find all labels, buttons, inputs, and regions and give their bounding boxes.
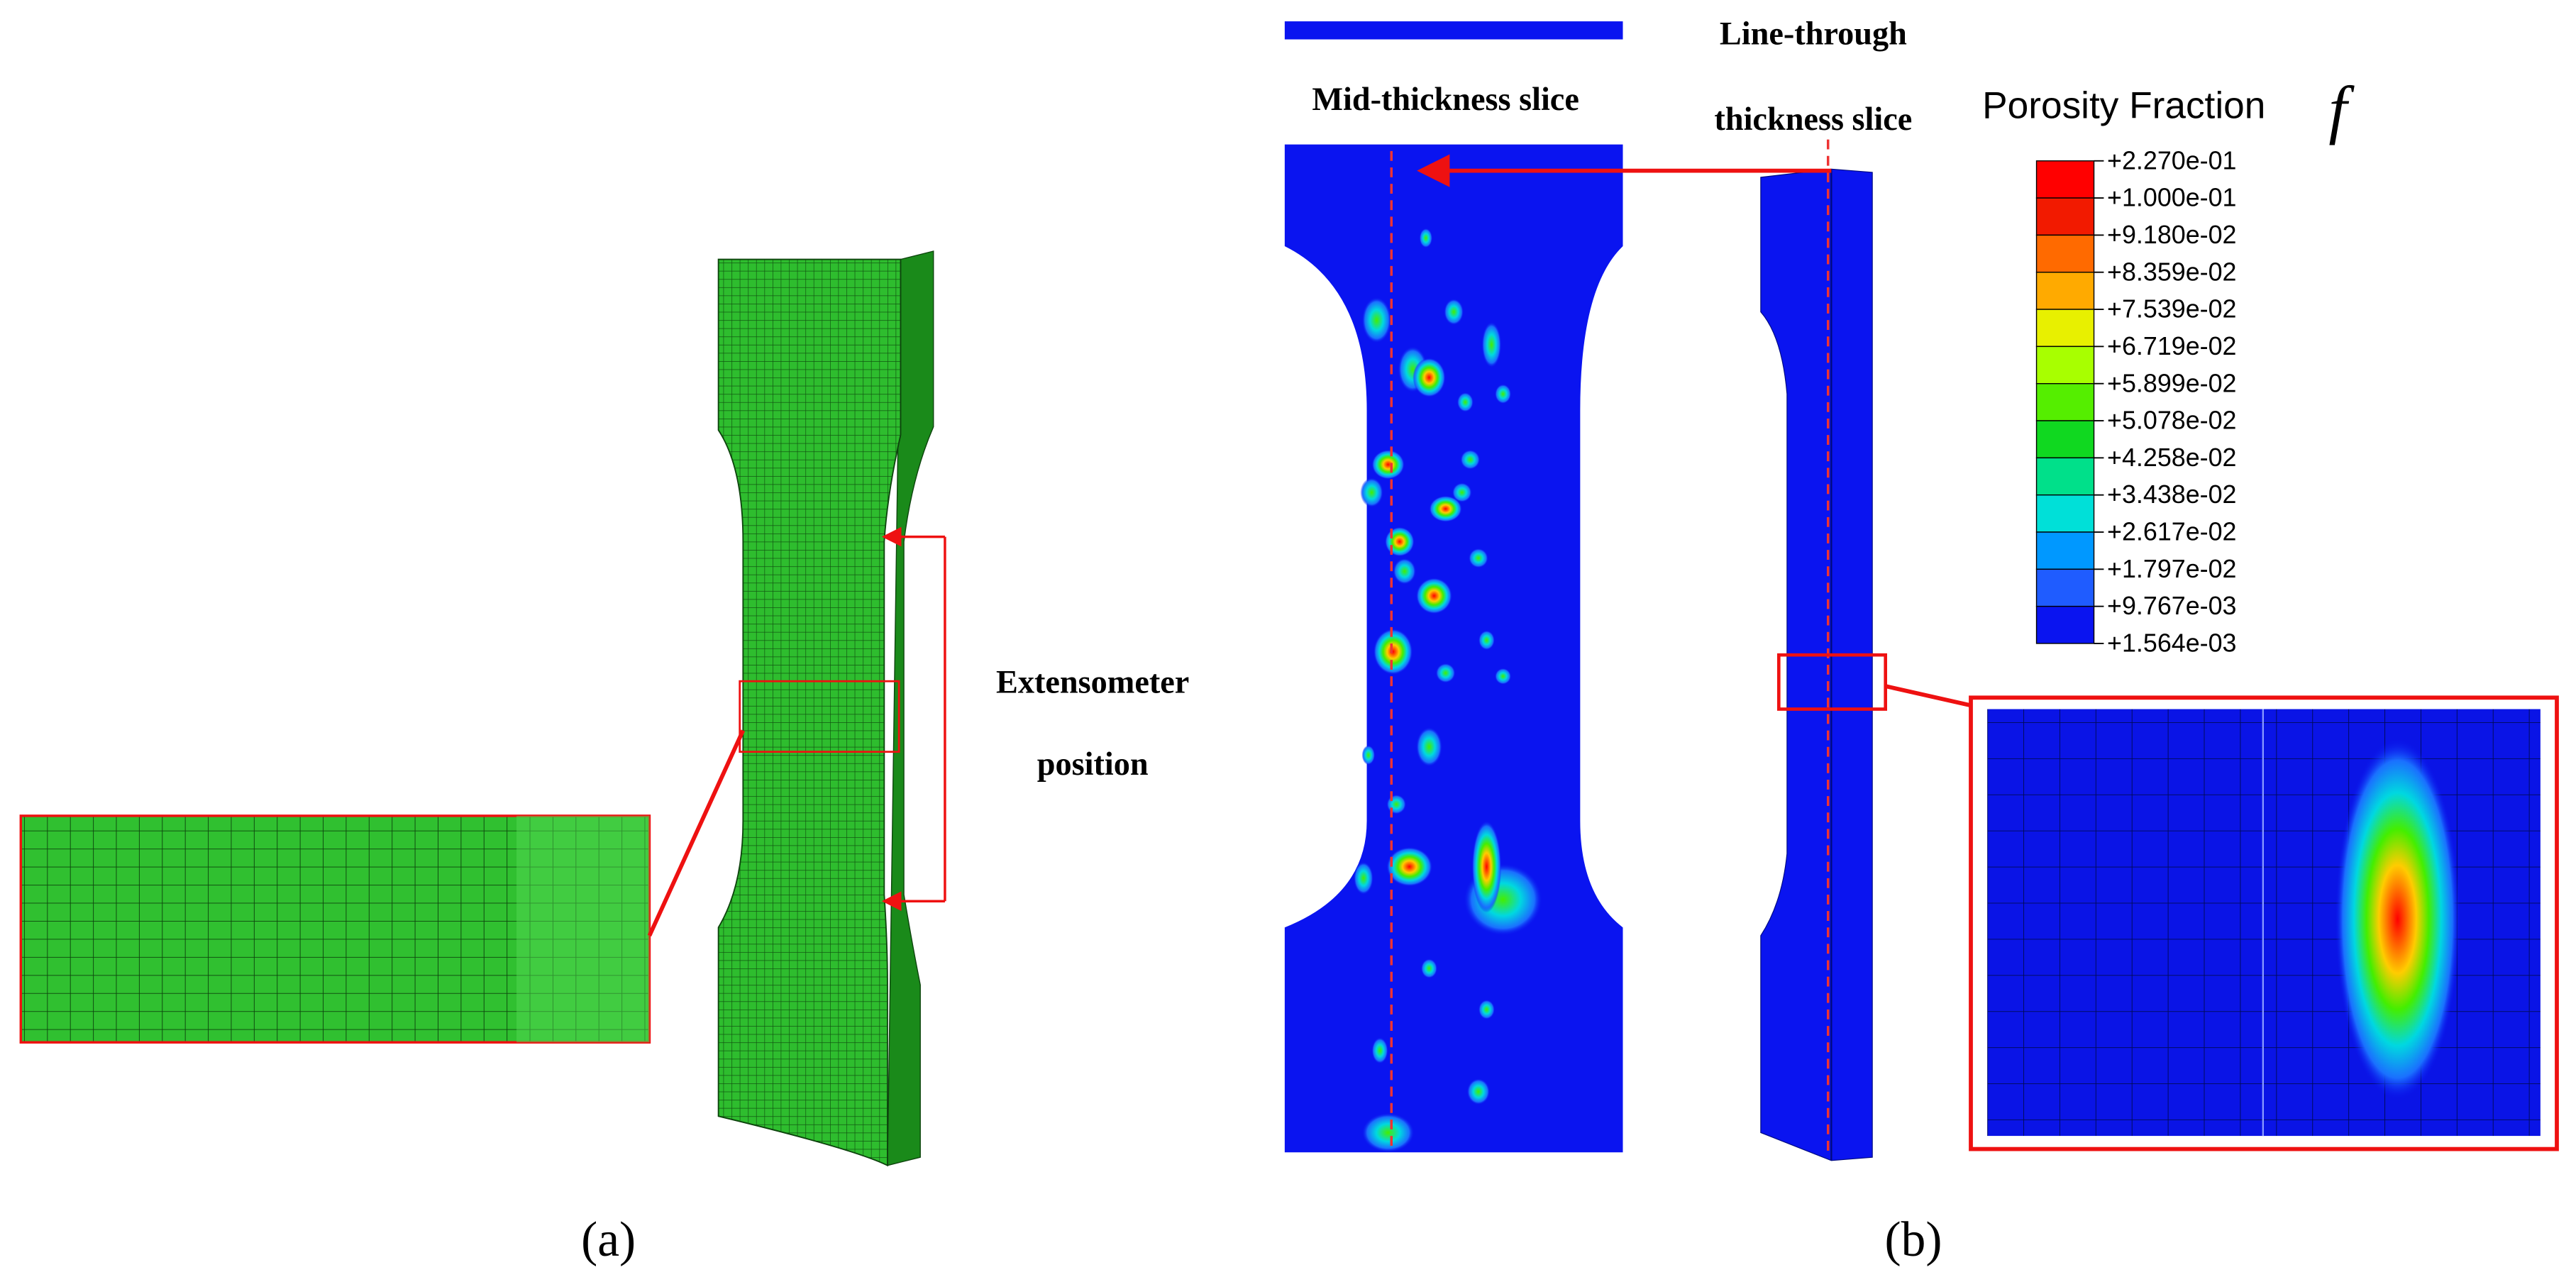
spot	[1413, 358, 1446, 397]
legend-swatch	[2035, 568, 2095, 607]
legend: +2.270e-01 +1.000e-01 +9.180e-02 +8.359e-02…	[2035, 146, 2236, 658]
spot	[1456, 392, 1474, 412]
spot	[1471, 820, 1502, 913]
zoom-spot	[2335, 739, 2460, 1100]
legend-swatch	[2035, 531, 2095, 570]
legend-swatch	[2035, 197, 2095, 236]
legend-label: +3.438e-02	[2107, 480, 2236, 509]
slice-label: thickness slice	[1714, 101, 1912, 138]
spot	[1452, 482, 1472, 502]
legend-label: +5.899e-02	[2107, 369, 2236, 397]
spot	[1360, 477, 1383, 507]
spot	[1495, 668, 1512, 685]
annotation: position	[1037, 746, 1149, 783]
spot	[1429, 495, 1462, 522]
legend-label: +1.564e-03	[2107, 629, 2236, 658]
legend-label: +1.797e-02	[2107, 555, 2236, 583]
spot	[1361, 745, 1376, 766]
legend-swatch	[2035, 457, 2095, 496]
spot	[1361, 297, 1392, 343]
through-slice	[1760, 168, 1873, 1161]
annotation: Extensometer	[996, 664, 1189, 700]
legend-symbol: f	[2328, 74, 2355, 146]
legend-swatch	[2035, 309, 2095, 348]
spot	[1393, 558, 1416, 585]
spot	[1495, 384, 1512, 404]
legend-label: +2.270e-01	[2107, 146, 2236, 175]
spot	[1481, 321, 1502, 368]
legend-swatch	[2035, 382, 2095, 421]
spot	[1478, 630, 1496, 651]
legend-swatch	[2035, 346, 2095, 385]
spot	[1478, 1000, 1496, 1019]
slice-label: Mid-thickness slice	[1312, 82, 1579, 118]
legend-label: +2.617e-02	[2107, 518, 2236, 546]
zoom-box	[1776, 653, 1888, 711]
spot	[1469, 548, 1488, 568]
spot	[1361, 1112, 1415, 1153]
spot	[1371, 449, 1405, 480]
legend-swatch	[2035, 272, 2095, 310]
legend-label: +8.359e-02	[2107, 258, 2236, 286]
spot	[1460, 449, 1481, 470]
legend-label: +9.767e-03	[2107, 592, 2236, 620]
legend-swatch	[2035, 160, 2095, 199]
legend-label: +6.719e-02	[2107, 332, 2236, 360]
spot	[1385, 526, 1415, 557]
slice-label: Line-through	[1720, 16, 1907, 52]
legend-label: +7.539e-02	[2107, 295, 2236, 324]
color-strip	[1284, 21, 1623, 40]
spot	[1415, 726, 1442, 767]
zoom-line	[647, 729, 745, 937]
legend-swatch	[2035, 494, 2095, 533]
legend-label: +4.258e-02	[2107, 443, 2236, 472]
spot	[1419, 228, 1433, 248]
legend-label: +9.180e-02	[2107, 221, 2236, 249]
spot	[1386, 846, 1433, 887]
legend-swatch	[2035, 234, 2095, 273]
spot	[1466, 1078, 1491, 1105]
legend-label: +1.000e-01	[2107, 184, 2236, 212]
spot	[1420, 958, 1438, 978]
spot	[1373, 629, 1413, 675]
extensometer-box	[739, 680, 900, 753]
spot	[1435, 663, 1456, 683]
spot	[1444, 299, 1464, 326]
legend-label: +5.078e-02	[2107, 407, 2236, 435]
spot	[1371, 1037, 1388, 1064]
panel-label: (a)	[581, 1212, 636, 1267]
spot	[1415, 578, 1452, 614]
spot	[1386, 794, 1407, 814]
legend-title: Porosity Fraction	[1982, 85, 2265, 127]
legend-swatch	[2035, 420, 2095, 459]
specimen-mesh	[717, 250, 934, 1167]
spot	[1354, 861, 1373, 895]
inset-side	[516, 815, 650, 1043]
legend-swatch	[2035, 605, 2095, 644]
mid-slice	[1284, 144, 1623, 1153]
panel-label: (b)	[1885, 1212, 1942, 1267]
